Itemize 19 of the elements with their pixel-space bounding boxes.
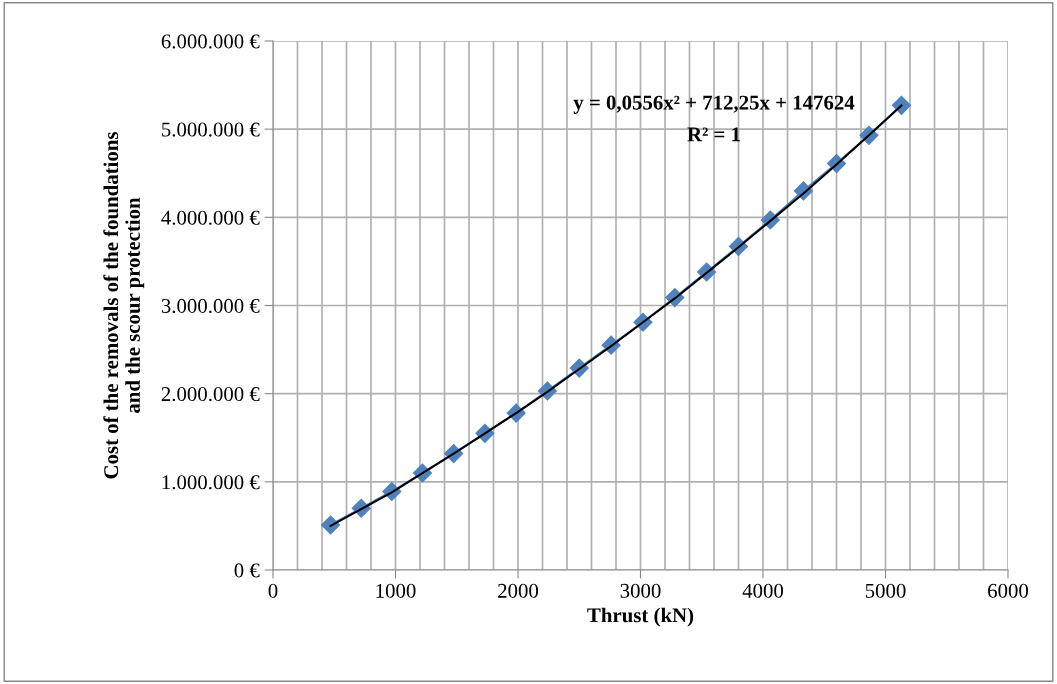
y-tick-label: 6.000.000 € (161, 34, 260, 49)
x-axis-title: Thrust (kN) (587, 607, 694, 627)
annotation: R² = 1 (687, 127, 740, 142)
point (891, 95, 911, 115)
x-tick-label: 6000 (988, 583, 1029, 598)
y-axis-title: Cost of the removals of the foundations and the scour protection (103, 132, 145, 479)
y-tick-label: 5.000.000 € (162, 122, 260, 137)
x-tick-label: 0 (268, 583, 278, 598)
y-tick-label: 0 € (234, 563, 260, 578)
y-tick-label: 2.000.000 € (161, 387, 260, 402)
x-tick-label: 5000 (865, 583, 906, 598)
x-tick-label: 4000 (742, 583, 784, 598)
y-tick-label: 1.000.000 € (162, 475, 260, 490)
annotation: y = 0,0556x² + 712,25x + 147624 (573, 95, 855, 114)
y-tick-label: 3.000.000 € (161, 298, 260, 314)
y-tick-label: 4.000.000 € (161, 210, 260, 225)
x-tick-label: 2000 (498, 583, 539, 598)
x-tick-label: 1000 (376, 583, 416, 598)
x-tick-label: 3000 (620, 583, 661, 598)
